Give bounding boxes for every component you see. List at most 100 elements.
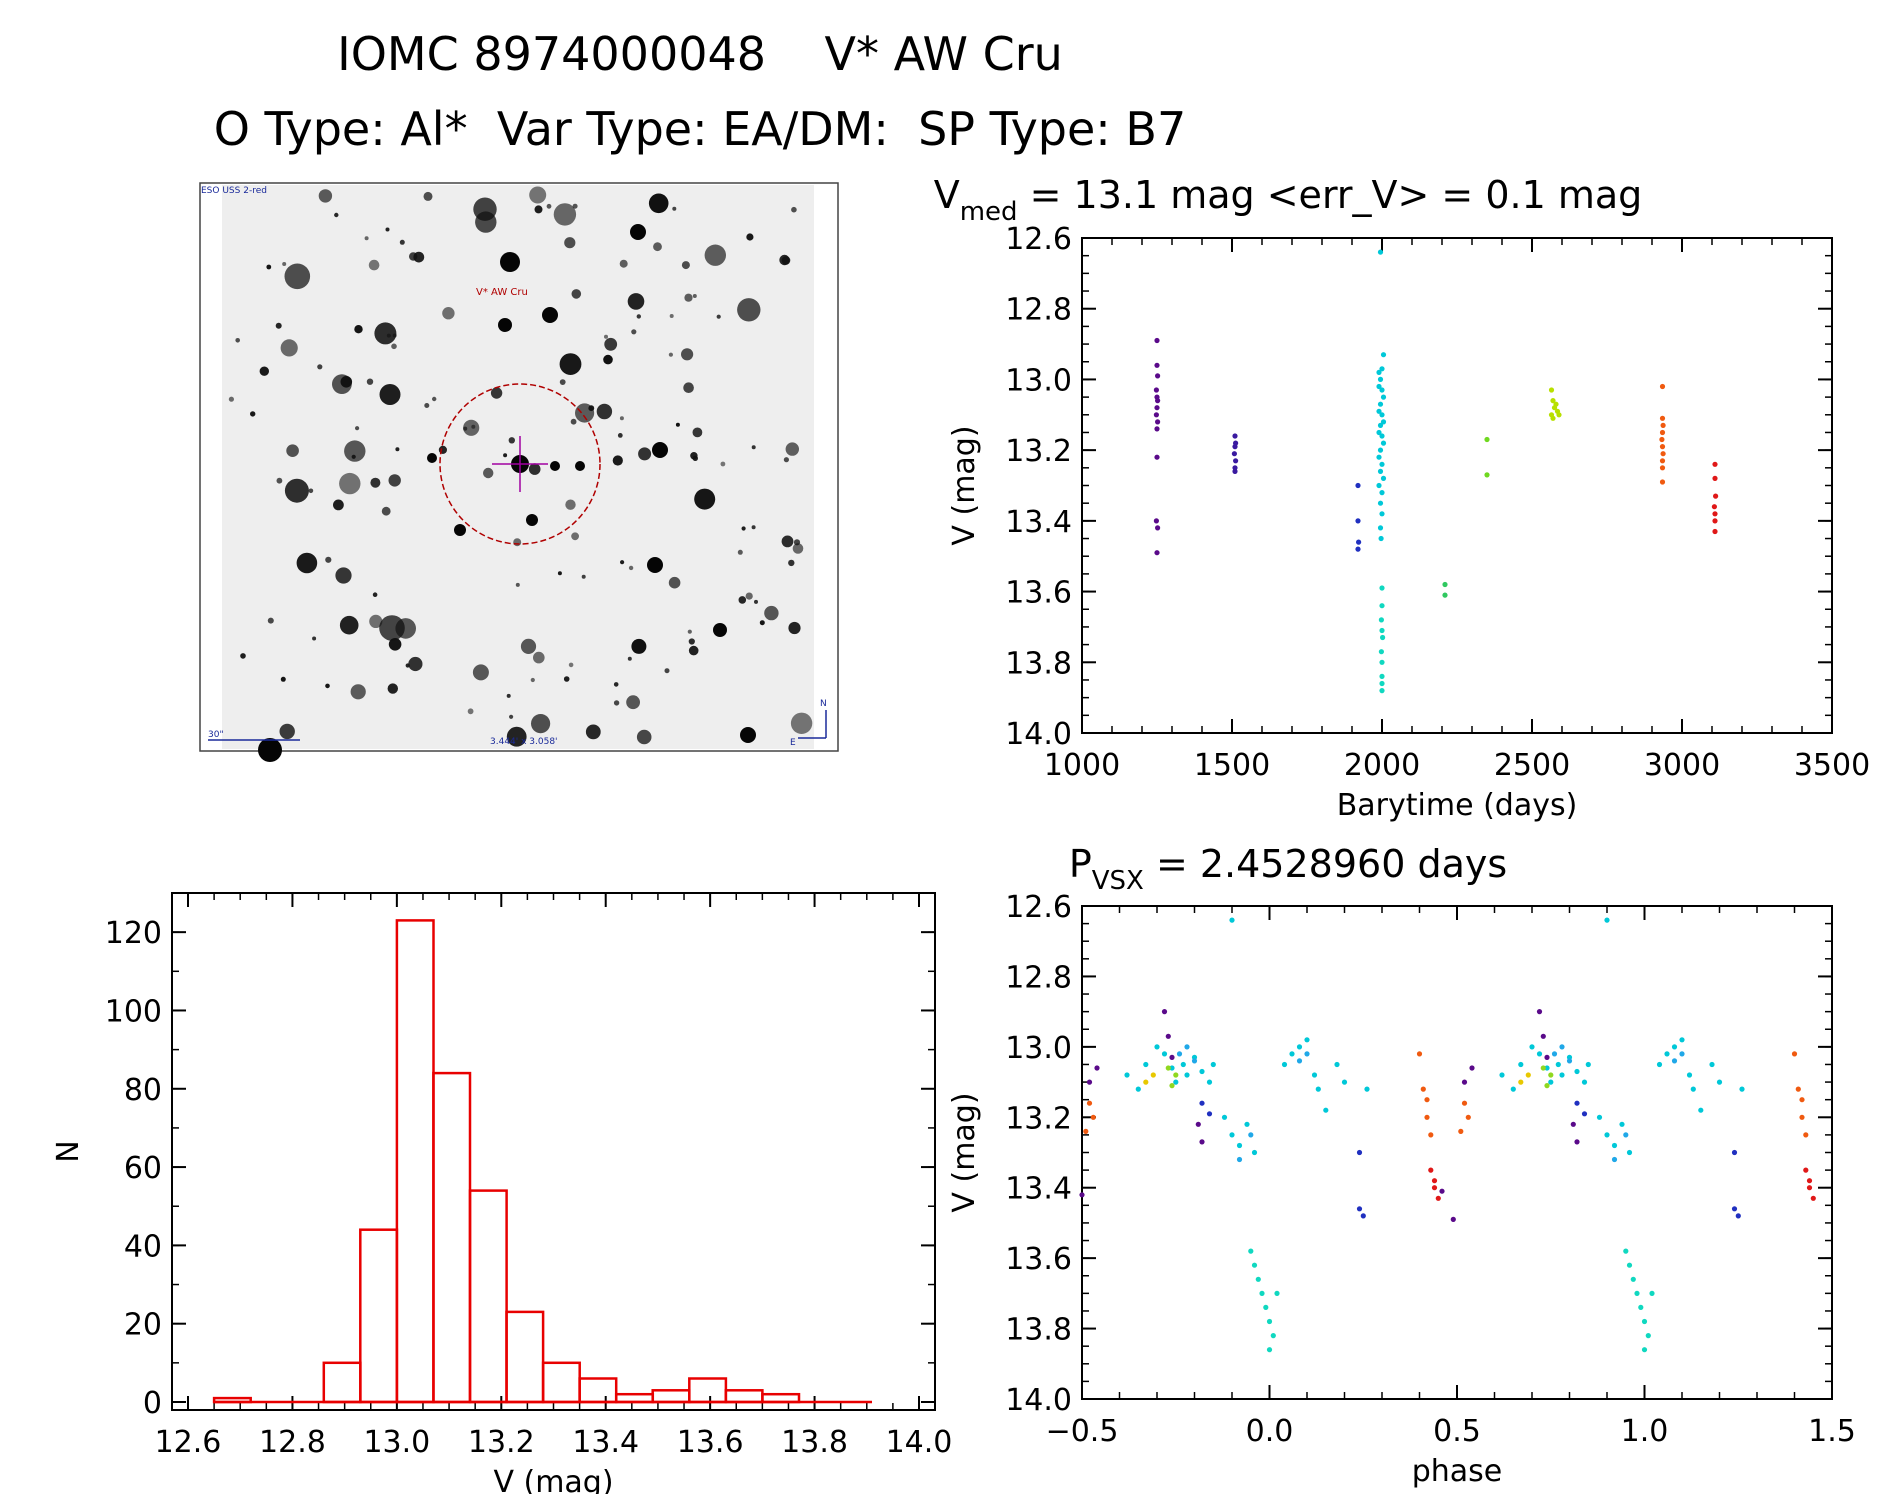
phased-point-phase-cyan xyxy=(1221,1114,1228,1120)
field-star xyxy=(716,314,721,319)
field-star xyxy=(520,638,537,655)
field-star xyxy=(381,506,391,516)
lightcurve-point-season-8 xyxy=(1659,444,1666,450)
lightcurve-point-season-2 xyxy=(1232,444,1238,450)
lightcurve-point-season-9 xyxy=(1712,475,1718,481)
lightcurve-point-season-1 xyxy=(1154,454,1160,460)
phased-point-phase-red xyxy=(1806,1185,1813,1191)
phased-point-phase-cyan xyxy=(1364,1086,1370,1092)
lightcurve-point-season-9 xyxy=(1713,493,1719,499)
lightcurve-point-season-4-core xyxy=(1379,490,1385,496)
field-star xyxy=(463,419,480,436)
phased-point-phase-cyan xyxy=(1229,1132,1235,1138)
phased-point-phase-cyan xyxy=(1184,1072,1190,1078)
phased-point-phase-cyan xyxy=(1664,1051,1670,1057)
phased-point-phase-blue xyxy=(1623,1132,1629,1138)
phased-point-phase-orange xyxy=(1416,1051,1423,1057)
lightcurve-point-season-4-core xyxy=(1380,475,1387,481)
bright-star xyxy=(740,727,756,743)
phased-ytick-label: 12.6 xyxy=(1005,890,1072,925)
phased-point-phase-orange xyxy=(1799,1097,1805,1103)
lightcurve-point-season-4-dip xyxy=(1379,603,1385,609)
lightcurve-point-season-9 xyxy=(1712,461,1718,467)
lightcurve-xlabel: Barytime (days) xyxy=(1337,788,1578,823)
field-star xyxy=(318,189,333,203)
phased-point-phase-blue xyxy=(1566,1058,1573,1064)
lightcurve-point-season-7 xyxy=(1553,401,1559,407)
lightcurve-axes-frame xyxy=(1081,237,1833,734)
field-star xyxy=(276,477,283,484)
field-star xyxy=(284,478,309,503)
field-star xyxy=(781,535,794,548)
field-star xyxy=(280,339,298,357)
phased-point-phase-cyan xyxy=(1690,1086,1696,1092)
phased-point-phase-cyan xyxy=(1529,1044,1535,1050)
phased-point-phase-dip xyxy=(1274,1290,1280,1296)
lightcurve-point-season-4-dip xyxy=(1379,680,1385,687)
field-star xyxy=(694,488,716,510)
phased-point-phase-yellow xyxy=(1143,1079,1149,1085)
lightcurve-ytick-label: 12.6 xyxy=(1005,222,1072,257)
lightcurve-ytick-label: 13.2 xyxy=(1005,434,1072,469)
phased-point-phase-indigo xyxy=(1731,1206,1738,1212)
histogram-ylabel: N xyxy=(51,1140,86,1162)
field-star xyxy=(745,592,753,600)
field-star xyxy=(688,645,699,656)
lightcurve-point-season-4-core xyxy=(1378,535,1384,542)
lightcurve-ytick-label: 13.8 xyxy=(1005,646,1072,681)
field-star xyxy=(471,424,476,429)
field-star xyxy=(746,233,754,241)
field-star xyxy=(564,237,576,249)
lightcurve-ylabel: V (mag) xyxy=(947,425,982,545)
phased-point-phase-orange xyxy=(1428,1132,1434,1138)
phased-point-phase-dip xyxy=(1270,1333,1276,1339)
histogram-bar xyxy=(432,1071,472,1404)
histogram-ytick-label: 40 xyxy=(124,1229,162,1264)
phased-point-phase-indigo xyxy=(1574,1100,1580,1106)
field-star xyxy=(631,329,637,335)
field-star xyxy=(620,560,625,565)
field-star xyxy=(751,525,756,530)
lightcurve-point-season-4-core xyxy=(1376,408,1382,414)
phased-ytick-label: 12.8 xyxy=(1005,960,1072,995)
phased-point-phase-cyan xyxy=(1210,1061,1216,1068)
phased-point-phase-cyan xyxy=(1206,1079,1213,1085)
phased-ytick-label: 13.4 xyxy=(1005,1172,1072,1207)
lightcurve-point-season-4-dip xyxy=(1379,585,1385,591)
lightcurve-point-season-4-core xyxy=(1380,440,1387,446)
field-star xyxy=(388,474,401,487)
phased-ytick-label: 13.2 xyxy=(1005,1101,1072,1136)
field-star xyxy=(738,596,747,604)
survey-label: ESO USS 2-red xyxy=(201,186,267,196)
phased-point-phase-lime xyxy=(1173,1072,1179,1078)
phased-xtick-label: 0.0 xyxy=(1246,1414,1294,1449)
phased-point-phase-blue xyxy=(1559,1044,1565,1050)
field-star xyxy=(529,186,547,204)
field-star xyxy=(638,447,652,461)
phased-point-phase-orange xyxy=(1795,1086,1801,1092)
lightcurve-ytick-label: 12.8 xyxy=(1005,293,1072,328)
lightcurve-point-season-2 xyxy=(1233,458,1239,464)
lightcurve-point-season-4-core xyxy=(1377,422,1384,428)
phased-point-phase-purple xyxy=(1086,1079,1093,1085)
phased-point-phase-red xyxy=(1435,1195,1441,1201)
phased-point-phase-lime xyxy=(1540,1065,1546,1071)
field-star xyxy=(596,403,613,420)
histogram-xtick-label: 13.0 xyxy=(363,1425,430,1460)
phased-xtick-label: 1.5 xyxy=(1808,1414,1856,1449)
phased-point-phase-purple xyxy=(1570,1121,1576,1127)
field-star xyxy=(588,405,595,412)
phased-point-phase-cyan xyxy=(1296,1044,1303,1050)
phased-point-phase-dip xyxy=(1248,1248,1254,1254)
phased-point-phase-purple xyxy=(1540,1033,1546,1039)
field-star xyxy=(317,364,323,370)
phased-point-phase-dip xyxy=(1263,1304,1269,1310)
phased-xlabel: phase xyxy=(1412,1454,1503,1489)
field-star xyxy=(351,454,356,459)
field-star xyxy=(546,203,552,209)
lightcurve-point-season-3 xyxy=(1355,482,1361,489)
phased-xtick-label: 1.0 xyxy=(1621,1414,1669,1449)
phased-point-phase-blue xyxy=(1236,1156,1243,1163)
phased-point-phase-blue xyxy=(1304,1051,1310,1057)
field-star xyxy=(235,338,240,343)
